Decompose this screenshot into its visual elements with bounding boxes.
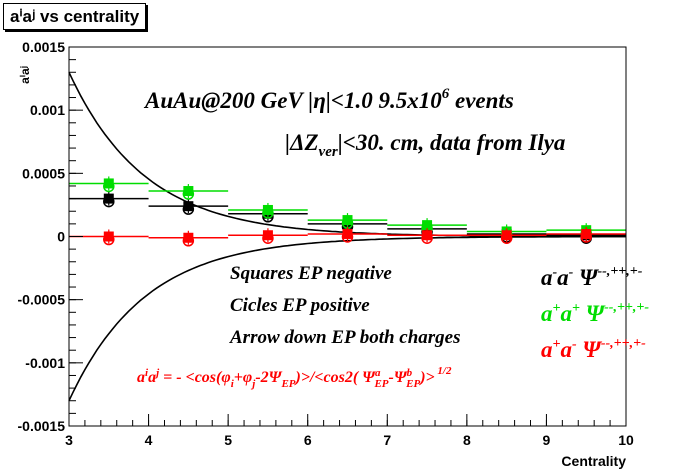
y-tick-label: 0.001 [30,102,65,118]
data-point-circle [341,231,354,243]
data-point [103,231,114,242]
legend-entry-plus-plus: a+a+ Ψ--,++,+- [541,300,649,326]
data-point-circle [500,232,513,244]
data-points [69,176,626,247]
x-tick-label: 7 [383,432,391,448]
data-point-circle [103,233,115,246]
y-tick-label: 0.0015 [22,39,65,55]
data-point-circle [103,180,115,193]
data-point [422,220,433,231]
data-point-circle [182,235,195,247]
x-tick-label: 10 [618,432,634,448]
annotation-circles: Cicles EP positive [230,295,370,316]
x-tick-label: 6 [304,432,312,448]
data-point [103,193,114,204]
y-tick-label: 0 [57,229,65,245]
data-point-circle [262,232,274,244]
y-axis-label: aⁱaʲ [18,66,32,84]
data-point [262,204,273,215]
data-point [262,230,273,241]
annotation-squares: Squares EP negative [230,263,392,284]
legend-entry-minus-minus: a-a- Ψ--,++,+- [541,264,643,290]
annotation-arrows: Arrow down EP both charges [229,327,461,348]
annotation-zvertex: |ΔZver|<30. cm, data from Ilya [285,130,565,160]
data-point [183,201,194,212]
data-point [342,228,353,239]
y-tick-label: 0.0005 [22,165,65,181]
data-point-circle [421,232,433,244]
data-point-circle [103,195,115,208]
data-point [103,178,114,189]
x-tick-label: 4 [145,432,153,448]
x-tick-label: 5 [224,432,232,448]
y-tick-label: -0.0015 [18,418,66,434]
x-tick-label: 9 [543,432,551,448]
data-point-circle [182,203,195,215]
data-point [183,232,194,243]
data-point-circle [182,188,195,200]
data-point [581,228,592,239]
legend: a-a- Ψ--,++,+- a+a+ Ψ--,++,+- a+a- Ψ--,+… [541,264,649,362]
data-point [501,230,512,241]
legend-entry-plus-minus: a+a- Ψ--,++,+- [541,336,646,362]
x-axis-label: Centrality [561,453,626,469]
x-tick-label: 8 [463,432,471,448]
x-tick-label: 3 [65,432,73,448]
data-point-circle [580,231,592,243]
annotation-dataset: AuAu@200 GeV |η|<1.0 9.5x106 events [143,86,514,113]
annotation-formula: aiaj = - <cos(φi+φj-2ΨEP)>/<cos2( Ψa EP-Ψ… [137,365,452,390]
y-tick-label: -0.001 [25,355,65,371]
data-point [183,186,194,197]
chart-title: aⁱaʲ vs centrality [3,3,147,30]
axes: 3 4 5 6 7 8 9 10 -0.0015 -0.001 -0.0005 0 0.0005 0.00… [18,39,634,448]
data-point [342,215,353,226]
data-point-circle [262,207,274,219]
y-tick-label: -0.0005 [18,292,66,308]
data-point [422,230,433,241]
